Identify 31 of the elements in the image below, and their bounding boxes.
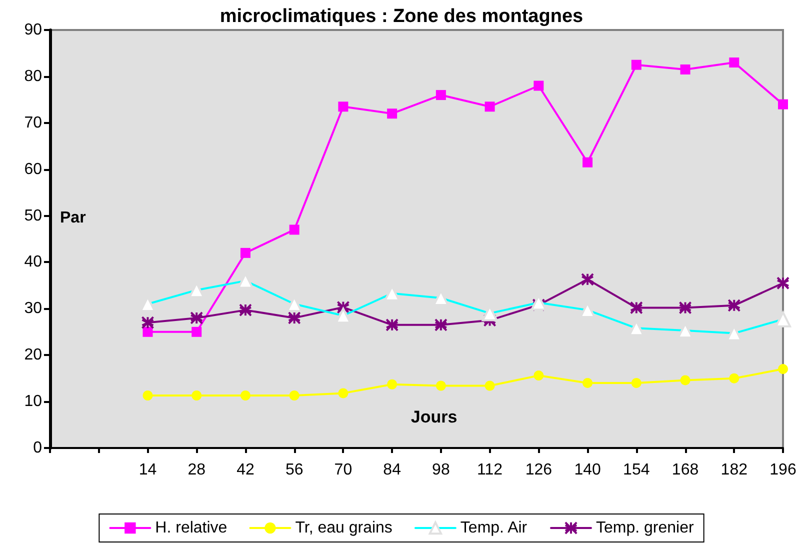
legend-label: Temp. Air (460, 520, 528, 536)
x-axis-title: Jours (410, 408, 458, 427)
x-tick-label: 168 (672, 462, 699, 478)
y-tick-label: 70 (24, 114, 42, 132)
legend-label: Tr, eau grains (295, 520, 392, 536)
legend-label: Temp. grenier (596, 520, 694, 536)
x-tick-label: 112 (477, 462, 503, 478)
x-tick-label: 56 (285, 462, 304, 478)
y-tick-label: 30 (24, 300, 42, 318)
x-tick-label: 28 (188, 462, 206, 478)
x-tick-label: 14 (138, 462, 157, 478)
legend-label: H. relative (155, 520, 228, 536)
x-tick-label: 70 (334, 462, 352, 478)
x-tick-label: 182 (720, 462, 748, 478)
x-tick-label: 140 (574, 462, 601, 478)
x-tick-label: 42 (236, 462, 254, 478)
y-tick-label: 80 (24, 68, 42, 85)
y-tick-label: 60 (24, 160, 42, 178)
chart-title: microclimatiques : Zone des montagnes (220, 6, 584, 27)
y-tick-label: 10 (24, 393, 42, 410)
x-tick-label: 154 (623, 462, 650, 478)
x-tick-label: 126 (525, 462, 552, 478)
x-tick-label: 84 (383, 462, 402, 478)
x-tick-label: 98 (432, 462, 450, 478)
y-axis-title: Par (60, 209, 86, 226)
x-tick-label: 196 (770, 462, 796, 478)
y-tick-label: 0 (33, 440, 42, 456)
y-tick-label: 40 (24, 254, 42, 271)
y-tick-label: 90 (24, 22, 42, 38)
y-tick-label: 50 (24, 207, 42, 224)
y-tick-label: 20 (24, 346, 42, 364)
